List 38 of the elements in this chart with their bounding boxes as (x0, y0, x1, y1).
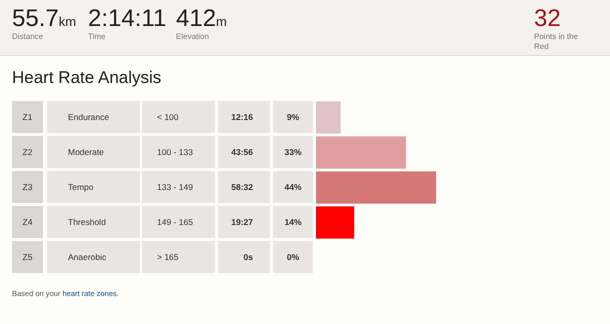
text: 0s (218, 241, 270, 273)
text: 149 - 165 (142, 206, 215, 238)
text: 32 (534, 5, 562, 32)
data-label: 14% (273, 206, 313, 238)
text: Moderate (47, 136, 140, 168)
text: 2:14:11 (88, 5, 166, 32)
data-label: 0% (273, 241, 313, 273)
y-tick-label: Z1 (12, 101, 43, 133)
text: Time (88, 32, 106, 42)
data-label: 9% (273, 101, 313, 133)
bar (316, 101, 341, 134)
text: Threshold (47, 206, 140, 238)
data-label: 44% (273, 171, 313, 203)
text: 58:32 (218, 171, 270, 203)
text: Distance (12, 32, 44, 42)
text: Points in the Red (534, 32, 580, 52)
text: Elevation (176, 32, 210, 42)
text: 55.7km (12, 5, 76, 32)
text: 19:27 (218, 206, 270, 238)
text: 43:56 (218, 136, 270, 168)
text: Tempo (47, 171, 140, 203)
text: Heart Rate Analysis (12, 68, 162, 88)
text: 12:16 (218, 101, 270, 133)
y-tick-label: Z4 (12, 206, 43, 238)
data-label: 33% (273, 136, 313, 168)
bar (316, 136, 406, 169)
text: 412m (176, 5, 227, 32)
bar (316, 171, 436, 204)
text: 133 - 149 (142, 171, 215, 203)
text: < 100 (142, 101, 215, 133)
y-tick-label: Z3 (12, 171, 43, 203)
y-tick-label: Z2 (12, 136, 43, 168)
y-tick-label: Z5 (12, 241, 43, 273)
text: Anaerobic (47, 241, 140, 273)
text: 100 - 133 (142, 136, 215, 168)
text: > 165 (142, 241, 215, 273)
bar (316, 206, 354, 239)
text: Endurance (47, 101, 140, 133)
